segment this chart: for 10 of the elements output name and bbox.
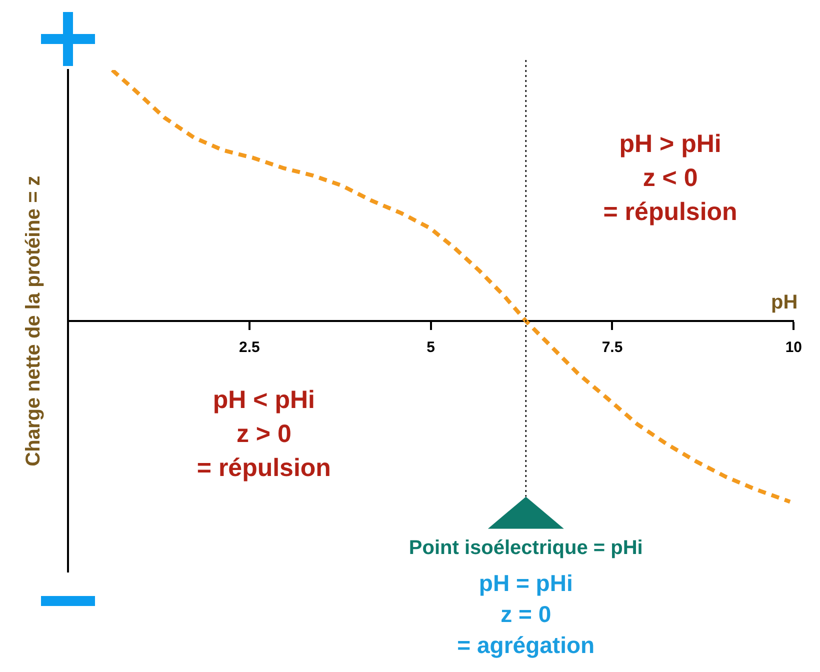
x-tick-label: 10 bbox=[785, 339, 802, 356]
x-tick-label: 2.5 bbox=[238, 339, 260, 356]
annotation: pH < pHi z > 0 = répulsion bbox=[196, 386, 331, 482]
x-tick-label: 7.5 bbox=[602, 339, 623, 356]
x-axis-title: pH bbox=[770, 292, 798, 314]
annotation: pH > pHi z < 0 = répulsion bbox=[603, 130, 738, 226]
ref-line-label: Point isoélectrique = pHi bbox=[408, 537, 643, 560]
x-tick-label: 5 bbox=[426, 339, 435, 356]
text: pH = pHi z = 0 = agrégation bbox=[457, 570, 595, 658]
y-axis-title: Charge nette de la protéine = z bbox=[22, 176, 45, 466]
